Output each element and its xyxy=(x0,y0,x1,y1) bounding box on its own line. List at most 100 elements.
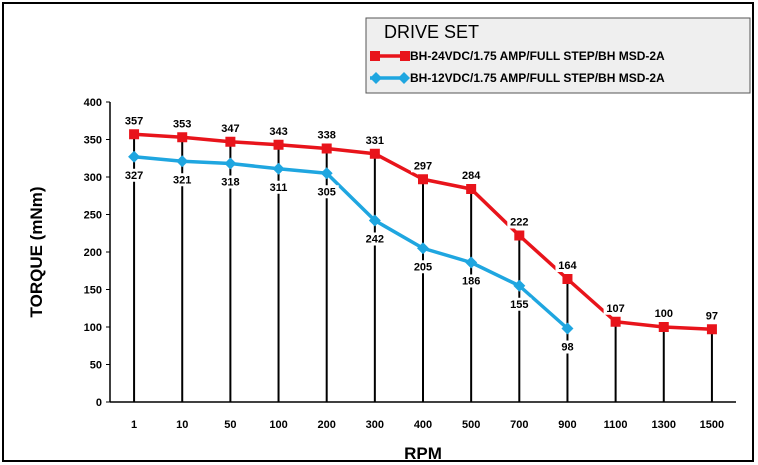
x-tick-label: 50 xyxy=(224,419,236,431)
data-label: 353 xyxy=(173,118,191,130)
data-label: 331 xyxy=(366,135,384,147)
legend: DRIVE SET BH-24VDC/1.75 AMP/FULL STEP/BH… xyxy=(365,17,751,94)
data-point xyxy=(176,155,189,168)
data-label: 321 xyxy=(173,174,191,186)
data-point xyxy=(513,279,526,292)
data-labels: 357 353 347 343 338 331 297 284 222 164 107 100 97 32… xyxy=(122,114,724,354)
data-point xyxy=(177,132,188,143)
data-label-bg xyxy=(411,159,435,173)
data-label-bg xyxy=(314,185,339,199)
x-tick-label: 200 xyxy=(318,419,336,431)
data-label: 347 xyxy=(221,123,239,135)
data-label-bg xyxy=(555,259,580,272)
data-label-bg xyxy=(555,340,580,354)
data-point xyxy=(417,242,429,255)
y-tick-labels: 0 50 100 150 200 250 300 350 400 xyxy=(84,97,110,409)
data-point xyxy=(128,150,141,163)
data-label: 357 xyxy=(125,115,143,127)
legend-item-label: BH-24VDC/1.75 AMP/FULL STEP/BH MSD-2A xyxy=(410,49,665,63)
legend-item-label: BH-12VDC/1.75 AMP/FULL STEP/BH MSD-2A xyxy=(410,71,665,85)
x-tick-label: 1100 xyxy=(604,419,628,431)
y-tick-label: 300 xyxy=(84,172,102,184)
x-tick-label: 700 xyxy=(510,419,528,431)
data-label-bg xyxy=(218,121,243,135)
data-label-bg xyxy=(507,297,532,311)
data-point xyxy=(514,230,525,241)
y-tick-label: 350 xyxy=(84,135,102,147)
x-tick-label: 1500 xyxy=(700,419,724,431)
y-tick-label: 50 xyxy=(90,360,102,372)
data-label-bg xyxy=(266,180,291,194)
legend-marker xyxy=(398,72,410,84)
y-tick-label: 250 xyxy=(84,210,102,222)
y-tick-label: 150 xyxy=(84,285,102,297)
data-label-bg xyxy=(362,133,387,147)
data-point xyxy=(562,274,573,284)
data-point xyxy=(465,256,478,269)
data-label: 186 xyxy=(462,276,480,288)
data-point xyxy=(272,162,285,175)
data-point xyxy=(561,322,574,335)
data-point xyxy=(321,143,332,154)
data-point xyxy=(610,316,621,327)
series-markers xyxy=(128,129,717,335)
data-label-bg xyxy=(170,173,195,187)
data-label-bg xyxy=(459,169,484,182)
data-label: 155 xyxy=(510,299,528,311)
data-label-bg xyxy=(459,274,484,288)
data-label: 164 xyxy=(558,260,577,272)
legend-marker xyxy=(400,51,410,61)
data-label: 327 xyxy=(125,170,143,182)
legend-marker xyxy=(370,72,382,84)
data-label: 318 xyxy=(221,177,239,189)
y-tick-label: 100 xyxy=(84,322,102,334)
x-tick-labels: 1 10 50 100 200 300 400 500 700 900 1100 1300 1500 xyxy=(131,419,724,431)
data-label-bg xyxy=(218,175,243,189)
data-label: 297 xyxy=(414,160,432,172)
data-label-bg xyxy=(170,117,195,131)
data-label: 343 xyxy=(269,126,287,138)
data-point xyxy=(129,129,140,140)
data-point xyxy=(418,174,428,185)
y-tick-label: 400 xyxy=(84,97,102,109)
x-tick-label: 300 xyxy=(366,419,384,431)
data-label: 205 xyxy=(414,261,432,273)
data-point xyxy=(368,214,381,227)
data-point xyxy=(466,184,477,194)
y-tick-label: 0 xyxy=(96,397,102,409)
data-label: 311 xyxy=(270,182,288,194)
data-point xyxy=(658,322,669,332)
data-label-bg xyxy=(699,309,724,323)
data-label: 107 xyxy=(606,303,624,315)
data-label-bg xyxy=(507,215,532,229)
series-line xyxy=(133,155,569,330)
data-label: 242 xyxy=(366,234,384,246)
data-point xyxy=(706,324,717,335)
y-axis-title: TORQUE (mNm) xyxy=(27,187,46,318)
legend-items: BH-24VDC/1.75 AMP/FULL STEP/BH MSD-2A BH-… xyxy=(370,49,665,85)
x-tick-label: 1300 xyxy=(652,419,676,431)
data-label: 222 xyxy=(510,217,528,229)
x-tick-label: 900 xyxy=(558,419,576,431)
data-label-bg xyxy=(266,124,291,138)
data-label-bg xyxy=(122,114,147,128)
x-tick-label: 400 xyxy=(414,419,432,431)
x-axis-title: RPM xyxy=(404,444,442,463)
data-point xyxy=(224,157,237,170)
data-label-bg xyxy=(362,232,387,246)
x-tick-label: 1 xyxy=(131,419,137,431)
data-point xyxy=(225,136,236,147)
data-label: 338 xyxy=(318,130,336,142)
y-tick-label: 200 xyxy=(84,247,102,259)
data-point xyxy=(369,148,380,159)
data-label-bg xyxy=(411,260,435,274)
data-label: 284 xyxy=(462,170,481,182)
data-label: 97 xyxy=(706,310,718,322)
legend-title: DRIVE SET xyxy=(384,22,479,42)
data-label-bg xyxy=(603,301,628,315)
data-label: 305 xyxy=(318,186,336,198)
data-label-bg xyxy=(651,307,676,320)
x-tick-label: 500 xyxy=(462,419,480,431)
data-point xyxy=(320,167,333,180)
